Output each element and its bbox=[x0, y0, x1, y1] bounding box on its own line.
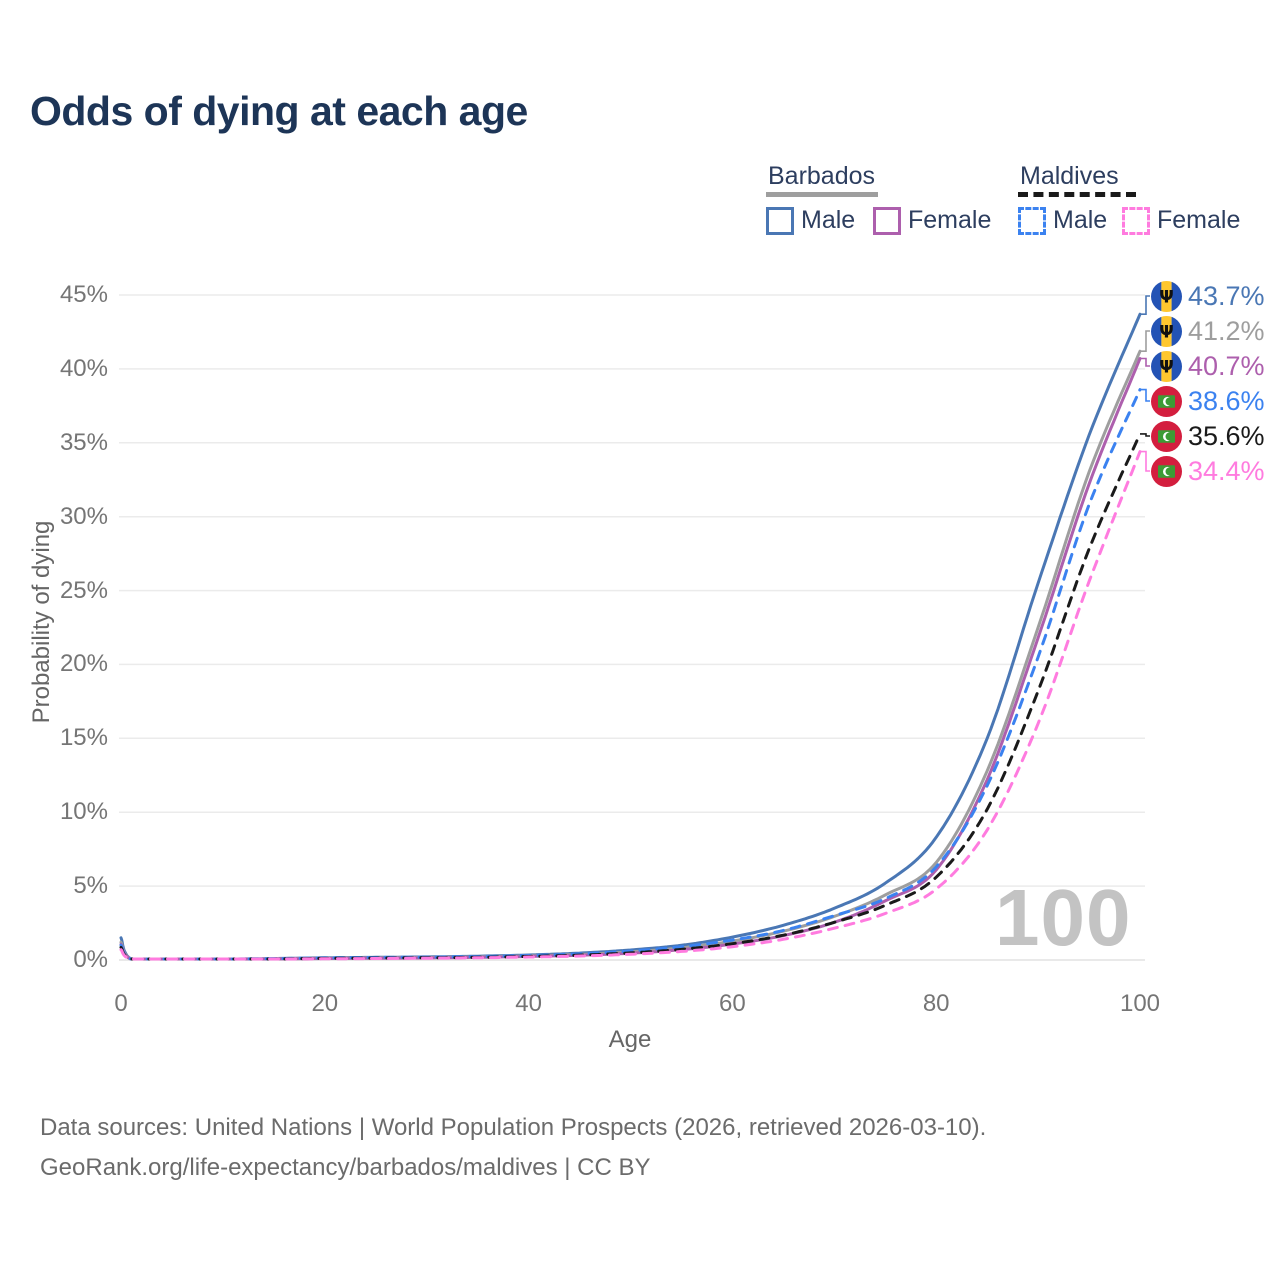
y-tick-label: 35% bbox=[59, 428, 108, 456]
legend-group-barbados: Barbados bbox=[768, 162, 876, 190]
legend-group-line-sample bbox=[766, 192, 878, 197]
x-tick-label: 60 bbox=[719, 990, 746, 1017]
svg-text:Ψ: Ψ bbox=[1159, 287, 1173, 307]
y-tick-label: 0% bbox=[73, 946, 108, 973]
legend-swatch bbox=[873, 206, 901, 235]
end-label-row: Ψ 40.7% bbox=[1151, 349, 1265, 383]
end-label-row: Ψ 41.2% bbox=[1151, 314, 1265, 348]
barbados-flag-icon: Ψ bbox=[1151, 280, 1182, 312]
y-tick-label: 10% bbox=[59, 798, 108, 826]
footer-attribution: GeoRank.org/life-expectancy/barbados/mal… bbox=[40, 1154, 651, 1181]
legend-group-line-sample bbox=[1018, 192, 1136, 197]
y-tick-label: 15% bbox=[59, 724, 108, 752]
x-tick-label: 100 bbox=[1119, 990, 1161, 1017]
legend-swatch bbox=[766, 206, 794, 235]
end-label-value: 43.7% bbox=[1188, 280, 1265, 311]
end-label-connector bbox=[1140, 295, 1150, 315]
end-label-connector bbox=[1140, 388, 1150, 402]
y-tick-label: 30% bbox=[59, 502, 108, 530]
maldives-flag-icon bbox=[1151, 455, 1182, 487]
y-axis-title: Probability of dying bbox=[28, 520, 55, 724]
end-label-connector bbox=[1140, 433, 1150, 437]
footer-data-sources: Data sources: United Nations | World Pop… bbox=[40, 1114, 987, 1141]
x-axis-title: Age bbox=[608, 1026, 652, 1053]
barbados-flag-icon: Ψ bbox=[1151, 350, 1182, 382]
x-tick-label: 40 bbox=[515, 990, 542, 1017]
end-label-row: 34.4% bbox=[1151, 454, 1265, 488]
legend-item-maldives-female: Female bbox=[1122, 206, 1240, 235]
barbados-flag-icon: Ψ bbox=[1151, 315, 1182, 347]
end-label-connector bbox=[1140, 357, 1150, 367]
legend-item-label: Male bbox=[1053, 206, 1108, 234]
x-tick-label: 0 bbox=[114, 990, 128, 1017]
series-line-maldives-female bbox=[119, 450, 1142, 961]
footer: Data sources: United Nations | World Pop… bbox=[40, 1108, 986, 1188]
end-label-value: 40.7% bbox=[1188, 350, 1265, 381]
y-tick-label: 45% bbox=[59, 281, 108, 308]
legend-swatch bbox=[1122, 206, 1150, 235]
y-tick-label: 20% bbox=[59, 650, 108, 678]
legend-item-barbados-male: Male bbox=[766, 206, 855, 235]
age-watermark: 100 bbox=[995, 873, 1132, 962]
end-label-row: 38.6% bbox=[1151, 384, 1265, 418]
series-line-maldives-male bbox=[119, 388, 1142, 961]
series-line-barbados-female bbox=[119, 357, 1142, 961]
svg-text:Ψ: Ψ bbox=[1159, 357, 1173, 377]
x-tick-label: 20 bbox=[311, 990, 339, 1017]
maldives-flag-icon bbox=[1151, 385, 1182, 417]
legend-item-label: Female bbox=[908, 206, 992, 234]
series-line-maldives-both-sexes bbox=[119, 432, 1142, 961]
end-label-row: Ψ 43.7% bbox=[1151, 279, 1265, 313]
end-label-value: 34.4% bbox=[1188, 455, 1265, 486]
maldives-flag-icon bbox=[1151, 420, 1182, 452]
end-label-row: 35.6% bbox=[1151, 419, 1265, 453]
end-label-connector bbox=[1140, 330, 1150, 352]
page-title: Odds of dying at each age bbox=[30, 88, 528, 134]
y-tick-label: 40% bbox=[59, 354, 108, 382]
end-label-connector bbox=[1140, 450, 1150, 472]
y-tick-label: 25% bbox=[59, 576, 108, 604]
legend-item-label: Female bbox=[1157, 206, 1241, 234]
legend-swatch bbox=[1018, 206, 1046, 235]
end-label-value: 38.6% bbox=[1188, 385, 1265, 416]
legend-item-maldives-male: Male bbox=[1018, 206, 1107, 235]
y-tick-label: 5% bbox=[73, 872, 108, 900]
svg-text:Ψ: Ψ bbox=[1159, 322, 1173, 342]
x-tick-label: 80 bbox=[922, 990, 950, 1017]
end-label-value: 35.6% bbox=[1188, 420, 1265, 451]
end-label-value: 41.2% bbox=[1188, 315, 1265, 346]
legend-group-maldives: Maldives bbox=[1020, 162, 1119, 190]
legend-item-label: Male bbox=[801, 206, 856, 234]
legend-item-barbados-female: Female bbox=[873, 206, 991, 235]
series-line-barbados-male bbox=[119, 312, 1142, 961]
